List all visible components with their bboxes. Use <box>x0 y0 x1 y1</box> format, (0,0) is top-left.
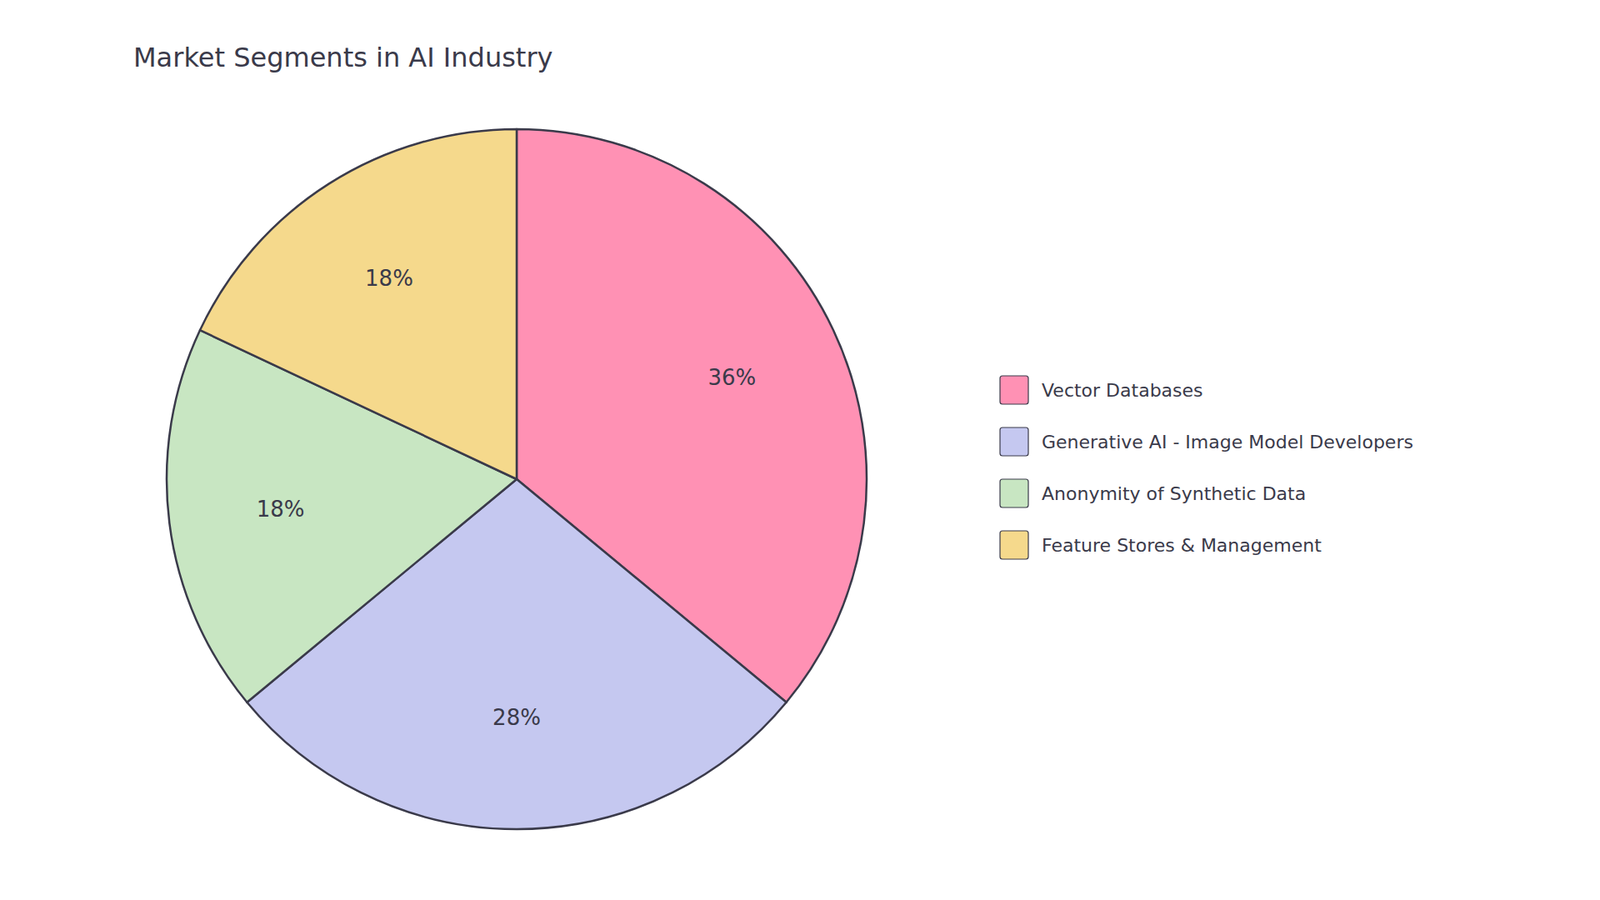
data-label: 18% <box>256 496 305 522</box>
data-label: 28% <box>492 705 541 730</box>
legend-label: Anonymity of Synthetic Data <box>1041 483 1306 505</box>
legend: Vector Databases Generative AI - Image Mo… <box>1000 375 1414 560</box>
legend-swatch <box>1000 530 1029 560</box>
pie-slice <box>200 129 517 480</box>
legend-swatch <box>1000 479 1029 508</box>
title: Market Segments in AI Industry <box>133 41 553 74</box>
data-label: 18% <box>365 265 414 291</box>
chart-container: Market Segments in AI Industry 36% 28% 18% 1… <box>0 0 1600 900</box>
legend-swatch <box>1000 427 1029 456</box>
legend-label: Generative AI - Image Model Developers <box>1041 431 1414 453</box>
data-label: 36% <box>708 365 757 390</box>
slices <box>166 129 867 830</box>
data-labels: 36% 28% 18% 18% <box>256 265 757 730</box>
background <box>0 0 1600 900</box>
legend-label: Feature Stores & Management <box>1041 535 1322 556</box>
chart: Market Segments in AI Industry 36% 28% 18% 1… <box>0 0 1600 900</box>
legend-label: Vector Databases <box>1041 380 1204 401</box>
legend-swatch <box>1000 375 1029 405</box>
